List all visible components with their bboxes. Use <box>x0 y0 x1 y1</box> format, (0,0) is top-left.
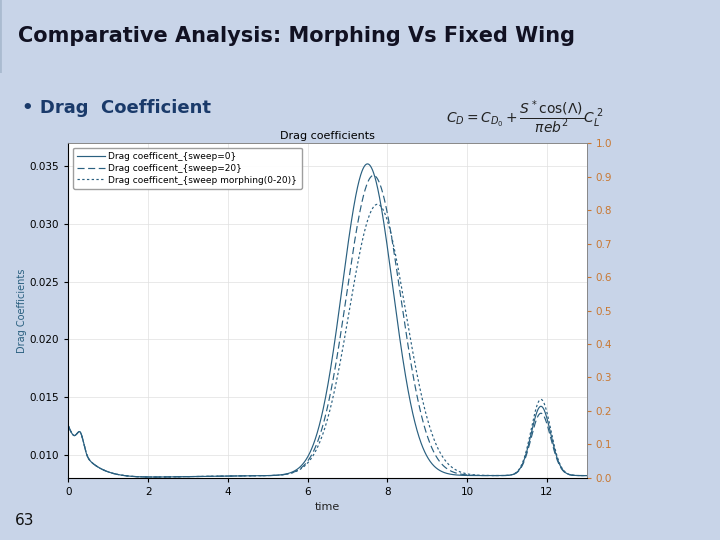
Drag coefficent_{sweep morphing(0-20)} <box>373 201 382 207</box>
Drag coefficent_{sweep=20} <box>302 458 311 465</box>
Drag coefficent_{sweep=20} <box>582 472 591 479</box>
Y-axis label: Drag Coefficients: Drag Coefficients <box>17 268 27 353</box>
Drag coefficent_{sweep morphing(0-20)} <box>150 474 158 480</box>
Drag coefficent_{sweep morphing(0-20)} <box>567 472 576 478</box>
Drag coefficent_{sweep=0} <box>64 423 73 429</box>
Title: Drag coefficients: Drag coefficients <box>280 131 375 141</box>
Drag coefficent_{sweep=0} <box>568 472 577 478</box>
Drag coefficent_{sweep=20} <box>64 423 73 429</box>
Drag coefficent_{sweep=20} <box>473 472 482 478</box>
X-axis label: time: time <box>315 503 341 512</box>
Drag coefficent_{sweep=20} <box>568 472 577 478</box>
Drag coefficent_{sweep=0} <box>582 472 591 479</box>
Drag coefficent_{sweep=0} <box>567 472 576 478</box>
Drag coefficent_{sweep=20} <box>91 462 99 468</box>
Drag coefficent_{sweep=0} <box>302 455 311 461</box>
Drag coefficent_{sweep morphing(0-20)} <box>473 472 482 478</box>
Drag coefficent_{sweep morphing(0-20)} <box>91 462 99 468</box>
Drag coefficent_{sweep=0} <box>150 474 158 480</box>
Text: 63: 63 <box>14 514 34 528</box>
Line: Drag coefficent_{sweep morphing(0-20)}: Drag coefficent_{sweep morphing(0-20)} <box>68 204 587 477</box>
Text: • Drag  Coefficient: • Drag Coefficient <box>22 99 210 117</box>
Legend: Drag coefficent_{sweep=0}, Drag coefficent_{sweep=20}, Drag coefficent_{sweep mo: Drag coefficent_{sweep=0}, Drag coeffice… <box>73 147 302 189</box>
Drag coefficent_{sweep morphing(0-20)} <box>568 472 577 478</box>
Drag coefficent_{sweep morphing(0-20)} <box>316 436 325 443</box>
Line: Drag coefficent_{sweep=0}: Drag coefficent_{sweep=0} <box>68 164 587 477</box>
Drag coefficent_{sweep=20} <box>316 429 325 436</box>
Text: $C_D = C_{D_0} + \dfrac{S^* \cos(\Lambda)}{\pi e b^2} C_L^{\,2}$: $C_D = C_{D_0} + \dfrac{S^* \cos(\Lambda… <box>446 99 604 136</box>
Drag coefficent_{sweep=0} <box>363 161 372 167</box>
Drag coefficent_{sweep morphing(0-20)} <box>582 472 591 479</box>
Drag coefficent_{sweep morphing(0-20)} <box>302 461 311 467</box>
Drag coefficent_{sweep=20} <box>369 172 378 179</box>
Drag coefficent_{sweep=20} <box>150 474 158 480</box>
Drag coefficent_{sweep=20} <box>567 472 576 478</box>
Drag coefficent_{sweep=0} <box>316 416 325 423</box>
Drag coefficent_{sweep=0} <box>473 472 482 479</box>
Drag coefficent_{sweep morphing(0-20)} <box>64 423 73 429</box>
Text: Comparative Analysis: Morphing Vs Fixed Wing: Comparative Analysis: Morphing Vs Fixed … <box>18 26 575 46</box>
Line: Drag coefficent_{sweep=20}: Drag coefficent_{sweep=20} <box>68 176 587 477</box>
Drag coefficent_{sweep=0} <box>91 462 99 468</box>
